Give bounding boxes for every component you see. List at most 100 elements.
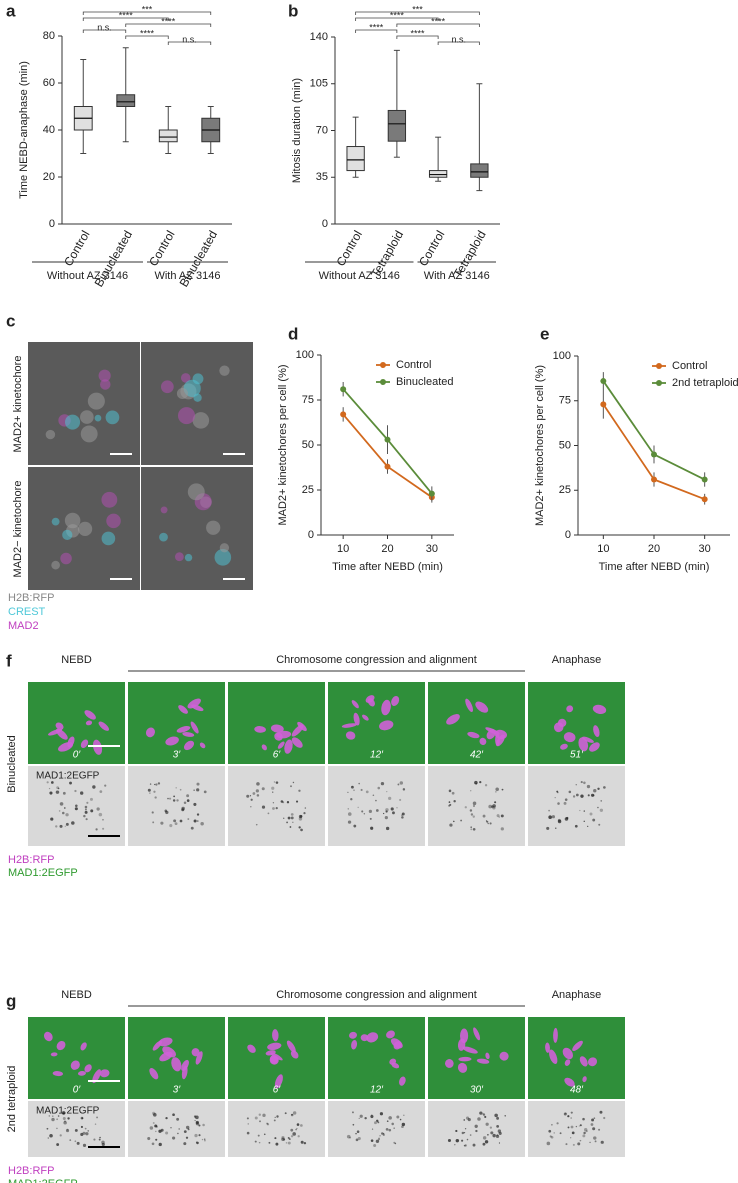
data-point [340, 411, 347, 418]
spot [582, 1134, 586, 1138]
image-tile [428, 1017, 525, 1099]
x-axis-label: Time after NEBD (min) [599, 561, 710, 573]
chromosome [366, 1032, 379, 1043]
image-background [428, 682, 525, 764]
spot [292, 821, 294, 824]
spot [557, 818, 561, 822]
spot [263, 1133, 266, 1136]
data-point [651, 476, 657, 483]
spot [580, 794, 584, 798]
time-label: 0′ [73, 1085, 82, 1096]
spot [94, 1123, 97, 1125]
y-axis-label: MAD2+ kinetochores per cell (%) [277, 364, 289, 525]
x-tick-label: Control [61, 228, 92, 269]
spot [377, 1138, 381, 1141]
spot [204, 1138, 206, 1140]
panel-label: f [6, 651, 12, 670]
spot [347, 808, 349, 810]
blob [174, 552, 184, 562]
spot [183, 801, 187, 804]
image-tile [128, 1017, 225, 1099]
chromosome [70, 1060, 80, 1070]
spot [152, 821, 155, 824]
spot [378, 1137, 380, 1139]
spot [374, 1121, 377, 1125]
spot [55, 825, 58, 828]
spot [482, 814, 486, 818]
y-tick-label: 25 [302, 484, 314, 496]
spot [62, 791, 66, 795]
spot [603, 786, 606, 789]
spot [181, 808, 185, 812]
spot [357, 1136, 361, 1141]
chromosome [349, 1031, 357, 1039]
spot [365, 790, 369, 794]
blob [77, 521, 93, 536]
chromosome [159, 1051, 173, 1062]
chromosome [286, 1040, 296, 1053]
spot [152, 1122, 155, 1124]
spot [500, 814, 504, 818]
y-tick-label: 100 [553, 350, 571, 362]
spot [257, 1134, 260, 1137]
chromosome [545, 1042, 550, 1053]
spot [67, 1117, 70, 1120]
spot [58, 810, 61, 812]
spot [256, 782, 260, 786]
spot [555, 827, 557, 829]
spot [56, 1118, 58, 1121]
spot [165, 1131, 169, 1135]
group-label: With AZ 3146 [424, 270, 490, 282]
spot [87, 1130, 89, 1132]
spot [74, 789, 77, 793]
image-background [128, 682, 225, 764]
spot [172, 799, 176, 802]
spot [551, 1124, 553, 1126]
spot [57, 787, 60, 790]
spot [276, 1115, 279, 1118]
chromosome [473, 1027, 481, 1041]
chromosome [158, 1037, 173, 1047]
spot [479, 781, 482, 784]
chromosome [272, 1029, 279, 1042]
image-background [228, 682, 325, 764]
time-label: 48′ [570, 1085, 584, 1096]
spot [474, 1124, 478, 1128]
blob [193, 393, 202, 402]
chromosome [178, 705, 188, 714]
spot [271, 786, 275, 790]
spot [84, 808, 87, 811]
chromosome [499, 1051, 509, 1061]
spot [49, 1133, 53, 1138]
significance-bracket [82, 17, 169, 21]
y-tick-label: 20 [43, 171, 55, 183]
spot [195, 1120, 199, 1124]
chromosome [99, 1069, 110, 1078]
y-tick-label: 70 [316, 124, 328, 136]
spot [290, 1128, 294, 1132]
spot [292, 1132, 296, 1136]
spot [388, 1128, 392, 1132]
data-point [701, 496, 708, 503]
spot [380, 781, 385, 786]
chromosome [171, 1057, 182, 1072]
spot [350, 798, 353, 801]
spot [65, 813, 69, 817]
blob [184, 553, 193, 562]
blob [87, 392, 105, 410]
spot [59, 1134, 62, 1137]
y-tick-label: 100 [296, 349, 314, 361]
chromosome [399, 1076, 406, 1086]
spot [583, 1131, 586, 1135]
blob [80, 410, 94, 424]
spot [383, 812, 385, 815]
channel-label: MAD1:2EGFP [36, 1106, 100, 1117]
blob [176, 387, 189, 400]
spot [187, 818, 190, 820]
spot [272, 791, 274, 793]
spot [296, 1127, 298, 1130]
spot [292, 781, 295, 784]
spot [592, 818, 596, 822]
spot [495, 1134, 500, 1138]
chromosome [98, 721, 109, 731]
